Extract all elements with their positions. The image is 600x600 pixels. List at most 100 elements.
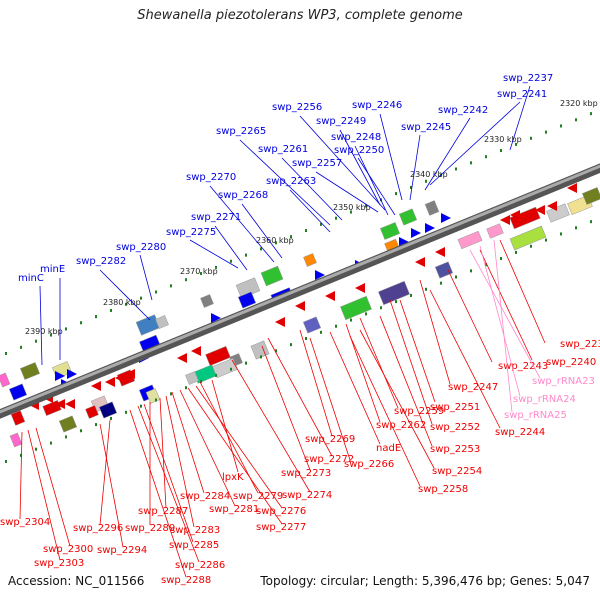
- gene-feature: [340, 295, 372, 321]
- reverse-gene-label[interactable]: swp_2281: [209, 504, 259, 515]
- leader-line: [315, 171, 379, 213]
- forward-gene-label[interactable]: swp_2256: [272, 102, 322, 113]
- track-dot: [410, 185, 412, 189]
- gene-feature: [200, 294, 214, 308]
- reverse-gene-label[interactable]: swp_2252: [430, 422, 480, 433]
- forward-gene-label[interactable]: swp_2270: [186, 172, 236, 183]
- gene-feature: [205, 345, 231, 367]
- rrna-gene-label[interactable]: swp_rRNA25: [504, 410, 567, 421]
- leader-line: [99, 419, 111, 526]
- rrna-gene-label[interactable]: swp_rRNA23: [532, 376, 595, 387]
- forward-gene-label[interactable]: swp_2280: [116, 242, 166, 253]
- kbp-label: 2350 kbp: [333, 203, 371, 212]
- reverse-gene-label[interactable]: swp_2289: [125, 523, 175, 534]
- reverse-gene-label[interactable]: swp_2274: [282, 490, 332, 501]
- track-dot: [170, 284, 172, 288]
- reverse-gene-label[interactable]: swp_2269: [305, 434, 355, 445]
- gene-feature: [9, 432, 23, 448]
- leader-line: [419, 279, 451, 385]
- forward-gene-label[interactable]: swp_2257: [292, 158, 342, 169]
- forward-gene-label[interactable]: swp_2242: [438, 105, 488, 116]
- reverse-gene-label[interactable]: swp_2277: [256, 522, 306, 533]
- leader-line: [469, 249, 541, 379]
- leader-line: [99, 423, 124, 548]
- forward-gene-label[interactable]: minE: [40, 264, 65, 275]
- kbp-label: 2380 kbp: [103, 298, 141, 307]
- reverse-gene-label[interactable]: swp_2251: [430, 402, 480, 413]
- forward-gene-label[interactable]: swp_2261: [258, 144, 308, 155]
- genome-summary: Topology: circular; Length: 5,396,476 bp…: [260, 574, 590, 588]
- leader-line: [209, 185, 275, 263]
- track-dot: [110, 308, 112, 312]
- reverse-gene-label[interactable]: swp_2300: [43, 544, 93, 555]
- reverse-gene-label[interactable]: swp_2266: [344, 459, 394, 470]
- track-dot: [485, 155, 487, 159]
- forward-gene-label[interactable]: minC: [18, 273, 44, 284]
- reverse-gene-label[interactable]: swp_2276: [256, 506, 306, 517]
- forward-gene-label[interactable]: swp_2282: [76, 256, 126, 267]
- track-dot: [5, 352, 7, 355]
- reverse-gene-label[interactable]: swp_2288: [161, 575, 211, 586]
- leader-line: [424, 117, 471, 191]
- reverse-gene-label[interactable]: swp_2258: [418, 484, 468, 495]
- gene-arrow: [500, 215, 510, 225]
- reverse-gene-label[interactable]: swp_2304: [0, 517, 50, 528]
- track-dot: [290, 235, 292, 239]
- genome-backbone: [0, 163, 600, 419]
- reverse-gene-label[interactable]: swp_2239: [560, 339, 600, 350]
- reverse-gene-label[interactable]: swp_2287: [138, 506, 188, 517]
- track-dot: [65, 435, 67, 439]
- gene-feature: [8, 383, 28, 401]
- reverse-gene-label[interactable]: swp_2296: [73, 523, 123, 534]
- reverse-gene-label[interactable]: swp_2273: [281, 468, 331, 479]
- forward-gene-label[interactable]: swp_2237: [503, 73, 553, 84]
- track-dot: [320, 222, 322, 226]
- reverse-gene-label[interactable]: swp_2253: [430, 444, 480, 455]
- reverse-gene-label[interactable]: swp_2294: [97, 545, 147, 556]
- leader-line: [359, 329, 435, 469]
- reverse-gene-label[interactable]: lpxK: [222, 472, 244, 483]
- track-dot: [335, 216, 337, 220]
- reverse-gene-label[interactable]: swp_2285: [169, 540, 219, 551]
- gene-arrow: [177, 353, 187, 363]
- reverse-gene-label[interactable]: nadE: [376, 443, 401, 454]
- rrna-gene-label[interactable]: swp_rRNA24: [513, 394, 576, 405]
- forward-gene-label[interactable]: swp_2250: [334, 145, 384, 156]
- reverse-gene-label[interactable]: swp_2283: [170, 525, 220, 536]
- gene-feature: [10, 410, 26, 426]
- forward-gene-label[interactable]: swp_2248: [331, 132, 381, 143]
- reverse-gene-label[interactable]: swp_2240: [546, 357, 596, 368]
- forward-gene-label[interactable]: swp_2245: [401, 122, 451, 133]
- gene-feature: [237, 291, 257, 309]
- leader-line: [231, 359, 311, 493]
- forward-gene-label[interactable]: swp_2263: [266, 176, 316, 187]
- gene-feature: [250, 340, 270, 360]
- reverse-gene-label[interactable]: swp_2272: [304, 454, 354, 465]
- reverse-gene-label[interactable]: swp_2244: [495, 427, 545, 438]
- leader-line: [479, 245, 521, 397]
- forward-gene-label[interactable]: swp_2249: [316, 116, 366, 127]
- reverse-gene-label[interactable]: swp_2247: [448, 382, 498, 393]
- forward-gene-label[interactable]: swp_2246: [352, 100, 402, 111]
- kbp-label: 2320 kbp: [560, 99, 598, 108]
- reverse-gene-label[interactable]: swp_2259: [394, 406, 444, 417]
- gene-feature: [379, 222, 401, 240]
- reverse-gene-label[interactable]: swp_2284: [180, 491, 230, 502]
- reverse-gene-label[interactable]: swp_2243: [498, 361, 548, 372]
- reverse-gene-label[interactable]: swp_2262: [376, 420, 426, 431]
- track-dot: [230, 259, 232, 263]
- forward-gene-label[interactable]: swp_2268: [218, 190, 268, 201]
- reverse-gene-label[interactable]: swp_2286: [175, 560, 225, 571]
- forward-gene-label[interactable]: swp_2265: [216, 126, 266, 137]
- reverse-gene-label[interactable]: swp_2279: [233, 491, 283, 502]
- forward-gene-label[interactable]: swp_2271: [191, 212, 241, 223]
- kbp-label: 2370 kbp: [180, 267, 218, 276]
- leader-line: [339, 129, 381, 206]
- reverse-gene-label[interactable]: swp_2254: [432, 466, 482, 477]
- forward-gene-label[interactable]: swp_2241: [497, 89, 547, 100]
- reverse-gene-label[interactable]: swp_2303: [34, 558, 84, 569]
- track-dot: [170, 392, 172, 396]
- forward-gene-label[interactable]: swp_2275: [166, 227, 216, 238]
- track-dot: [95, 315, 97, 319]
